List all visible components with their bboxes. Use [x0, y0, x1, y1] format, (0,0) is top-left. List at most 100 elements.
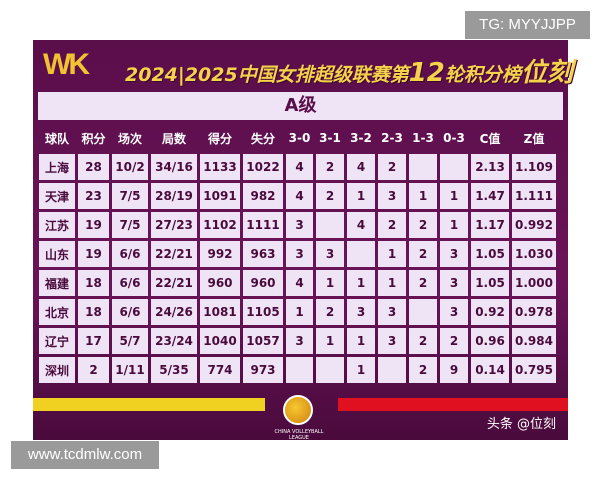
- team-name: 北京: [39, 299, 75, 325]
- table-cell: 1/11: [112, 357, 148, 383]
- team-name: 上海: [39, 154, 75, 180]
- table-cell: 2: [409, 328, 437, 354]
- tg-watermark: TG: MYYJJPP: [465, 11, 590, 39]
- column-header: 3-1: [319, 131, 341, 145]
- table-cell: 2: [409, 270, 437, 296]
- team-name: 深圳: [39, 357, 75, 383]
- column-header: 场次: [117, 131, 142, 146]
- brand-logo: WK: [43, 48, 90, 81]
- column-header: 0-3: [443, 131, 465, 145]
- title-text: 2024|2025中国女排超级联赛第: [125, 64, 409, 86]
- table-cell: 2: [440, 328, 468, 354]
- column-header: 3-0: [288, 131, 311, 145]
- table-cell: 992: [200, 241, 240, 267]
- table-cell: 1: [347, 357, 375, 383]
- table-cell: 7/5: [112, 212, 148, 238]
- table-cell: [286, 357, 313, 383]
- table-cell: 1.47: [471, 183, 509, 209]
- column-header: C值: [479, 131, 501, 146]
- table-cell: 973: [243, 357, 283, 383]
- table-cell: 2: [316, 183, 344, 209]
- table-cell: 24/26: [151, 299, 197, 325]
- column-header: 2-3: [381, 131, 403, 145]
- table-cell: 1102: [200, 212, 240, 238]
- table-cell: 2.13: [471, 154, 509, 180]
- team-name: 福建: [39, 270, 75, 296]
- table-cell: 1: [347, 270, 375, 296]
- table-cell: 1105: [243, 299, 283, 325]
- table-cell: 1057: [243, 328, 283, 354]
- table-cell: 1.000: [512, 270, 556, 296]
- table-cell: 0.795: [512, 357, 556, 383]
- table-cell: 27/23: [151, 212, 197, 238]
- table-cell: 0.92: [471, 299, 509, 325]
- table-cell: 4: [286, 183, 313, 209]
- table-cell: 2: [409, 212, 437, 238]
- table-cell: 23/24: [151, 328, 197, 354]
- table-cell: 3: [378, 299, 406, 325]
- round-number: 12: [408, 58, 445, 88]
- table-cell: 19: [78, 241, 109, 267]
- table-cell: 2: [378, 154, 406, 180]
- table-cell: 3: [440, 299, 468, 325]
- table-cell: 1: [440, 183, 468, 209]
- table-cell: 1111: [243, 212, 283, 238]
- table-cell: 0.992: [512, 212, 556, 238]
- table-cell: 6/6: [112, 299, 148, 325]
- table-cell: 6/6: [112, 241, 148, 267]
- table-cell: 1: [409, 183, 437, 209]
- table-cell: 28: [78, 154, 109, 180]
- yellow-stripe: [33, 398, 265, 411]
- table-cell: [409, 154, 437, 180]
- team-name: 天津: [39, 183, 75, 209]
- table-cell: 1: [316, 328, 344, 354]
- league-mark: CHINA VOLLEYBALL LEAGUE: [274, 429, 324, 441]
- table-cell: 2: [78, 357, 109, 383]
- table-row: 福建 18 6/6 22/21 960 960 4 1 1 1 2 3 1.05 1.000: [39, 270, 556, 296]
- table-cell: 19: [78, 212, 109, 238]
- table-cell: 1: [347, 328, 375, 354]
- table-cell: 0.978: [512, 299, 556, 325]
- table-cell: [316, 212, 344, 238]
- table-cell: 3: [347, 299, 375, 325]
- poster-title: 2024|2025中国女排超级联赛第12轮积分榜位刻: [125, 52, 573, 89]
- table-row: 山东 19 6/6 22/21 992 963 3 3 1 2 3 1.05 1.030: [39, 241, 556, 267]
- table-cell: 1022: [243, 154, 283, 180]
- table-cell: 18: [78, 299, 109, 325]
- table-cell: 2: [409, 357, 437, 383]
- table-cell: 17: [78, 328, 109, 354]
- standings-poster: WK 2024|2025中国女排超级联赛第12轮积分榜位刻 A级 球队 积分 场次局…: [33, 40, 573, 441]
- table-cell: 1: [286, 299, 313, 325]
- table-cell: [378, 357, 406, 383]
- table-cell: 960: [243, 270, 283, 296]
- table-row: 深圳 2 1/11 5/35 774 973 1 2 9 0.14 0.795: [39, 357, 556, 383]
- table-cell: 1133: [200, 154, 240, 180]
- table-cell: 5/7: [112, 328, 148, 354]
- table-cell: 963: [243, 241, 283, 267]
- table-cell: 3: [286, 328, 313, 354]
- table-cell: 982: [243, 183, 283, 209]
- table-row: 上海 28 10/2 34/16 1133 1022 4 2 4 2 2.13 1.109: [39, 154, 556, 180]
- table-cell: [440, 154, 468, 180]
- table-cell: 3: [286, 212, 313, 238]
- table-cell: 3: [316, 241, 344, 267]
- credit-text: 头条 @位刻: [486, 417, 556, 432]
- table-cell: 4: [286, 270, 313, 296]
- team-name: 山东: [39, 241, 75, 267]
- red-stripe: [338, 398, 568, 411]
- table-cell: [347, 241, 375, 267]
- column-header: 局数: [161, 131, 186, 146]
- table-cell: 22/21: [151, 241, 197, 267]
- table-cell: 1091: [200, 183, 240, 209]
- table-cell: 9: [440, 357, 468, 383]
- table-cell: 28/19: [151, 183, 197, 209]
- table-cell: 1: [378, 270, 406, 296]
- table-row: 辽宁 17 5/7 23/24 1040 1057 3 1 1 3 2 2 0.96 0.984: [39, 328, 556, 354]
- volleyball-logo-icon: [283, 395, 313, 425]
- column-header: Z值: [523, 131, 545, 146]
- column-header: 球队: [44, 131, 69, 146]
- table-cell: 4: [347, 154, 375, 180]
- table-cell: 3: [440, 241, 468, 267]
- table-cell: 5/35: [151, 357, 197, 383]
- title-text-suffix: 轮积分榜: [444, 64, 521, 86]
